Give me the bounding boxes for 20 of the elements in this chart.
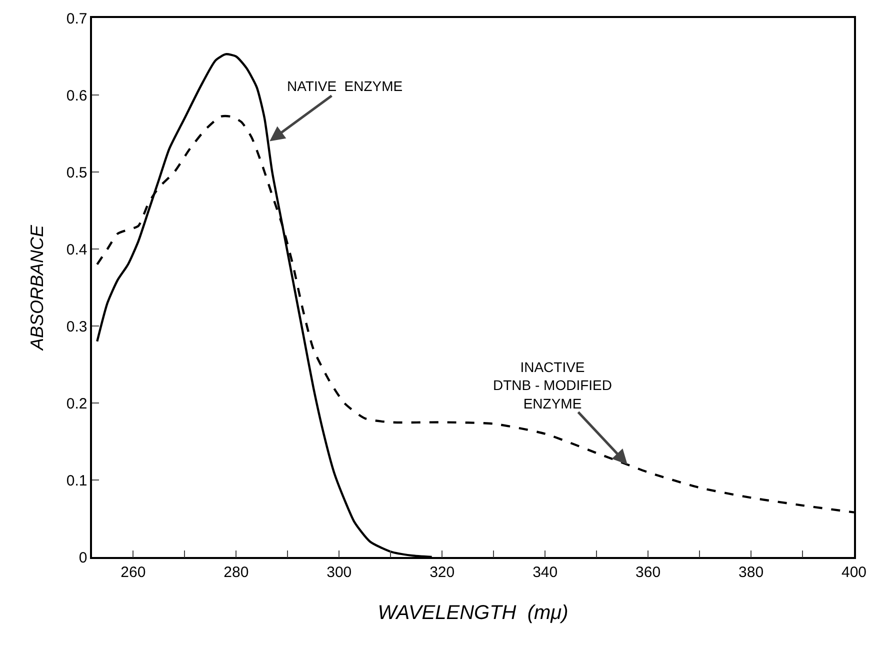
y-tick-label: 0.3: [66, 318, 88, 336]
annotation: INACTIVE DTNB - MODIFIED ENZYME: [493, 359, 612, 412]
y-axis-title: ABSORBANCE: [27, 224, 48, 352]
x-tick-label: 300: [326, 564, 352, 581]
y-tick-label: 0.6: [66, 87, 88, 104]
x-tick-label: 400: [841, 564, 867, 581]
x-tick-label: 260: [120, 564, 146, 581]
x-tick-label: 320: [430, 564, 455, 581]
x-tick-label: 360: [636, 564, 661, 581]
y-tick-label: 0.4: [66, 241, 88, 258]
x-axis-title: WAVELENGTH (mμ): [378, 602, 568, 624]
y-tick-label: 0: [78, 549, 88, 566]
y-tick-label: 0.2: [66, 395, 88, 412]
y-tick-label: 0.5: [66, 164, 88, 182]
y-tick-label: 0.7: [66, 10, 88, 28]
x-tick-label: 380: [738, 564, 764, 581]
annotation: NATIVE ENZYME: [287, 78, 403, 94]
x-tick-label: 340: [532, 564, 558, 581]
x-tick-label: 280: [224, 564, 249, 581]
y-tick-label: 0.1: [66, 472, 88, 490]
